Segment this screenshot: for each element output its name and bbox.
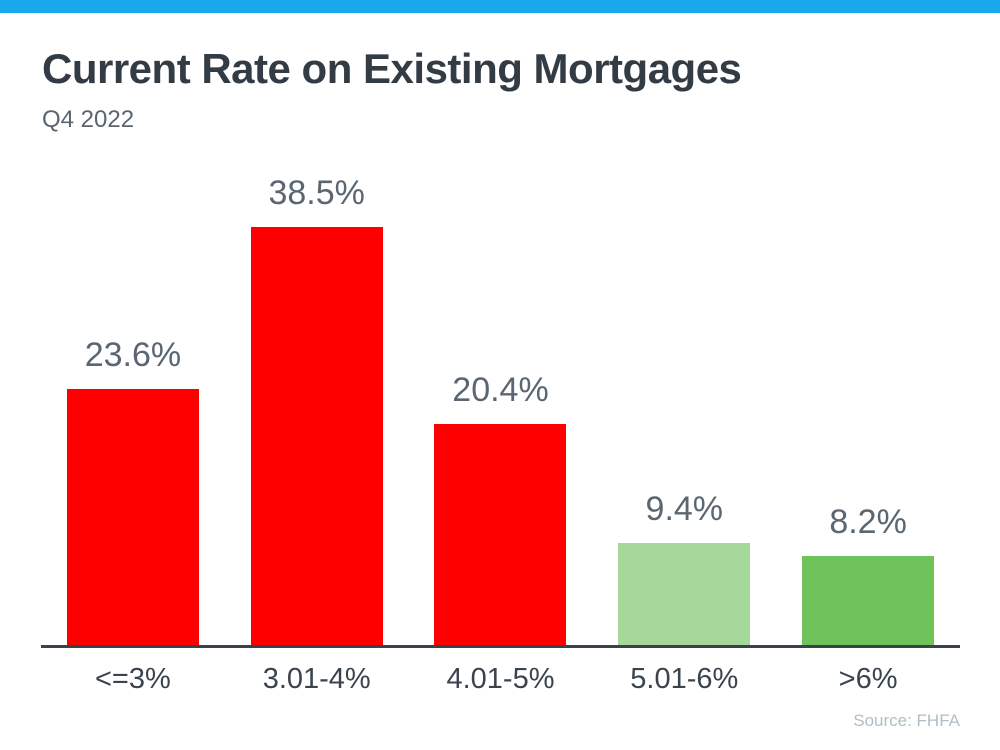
bar-value-label: 23.6%: [84, 336, 182, 374]
x-axis-labels: <=3% 3.01-4% 4.01-5% 5.01-6% >6%: [41, 663, 960, 696]
chart-subtitle: Q4 2022: [42, 106, 135, 134]
chart-header: Current Rate on Existing Mortgages Q4 20…: [42, 45, 742, 134]
x-axis-tick-label: >6%: [838, 663, 898, 695]
bar-group: 9.4%: [592, 490, 776, 645]
x-axis-tick-label: 3.01-4%: [262, 663, 371, 695]
bar-group: 8.2%: [776, 503, 960, 645]
bar: [66, 389, 199, 645]
x-axis-line: [41, 645, 960, 648]
bar-group: 38.5%: [225, 174, 409, 645]
bar-value-label: 9.4%: [645, 490, 724, 528]
source-attribution: Source: FHFA: [853, 711, 960, 730]
x-axis-tick-label: <=3%: [95, 663, 171, 695]
bar: [434, 424, 567, 645]
bar: [250, 227, 383, 645]
brand-accent-strip: [0, 0, 1000, 13]
bar-value-label: 38.5%: [268, 174, 365, 212]
x-axis-tick-label: 5.01-6%: [630, 663, 739, 695]
bar: [802, 556, 935, 645]
x-axis-tick-label: 4.01-5%: [446, 663, 555, 695]
chart-title: Current Rate on Existing Mortgages: [42, 45, 742, 92]
bar-chart-plot-area: 23.6% 38.5% 20.4% 9.4% 8.2%: [41, 174, 960, 645]
bar-group: 23.6%: [41, 336, 225, 645]
bar-group: 20.4%: [409, 371, 593, 645]
bar: [618, 543, 751, 645]
bar-value-label: 8.2%: [829, 503, 907, 541]
bar-value-label: 20.4%: [452, 371, 549, 409]
